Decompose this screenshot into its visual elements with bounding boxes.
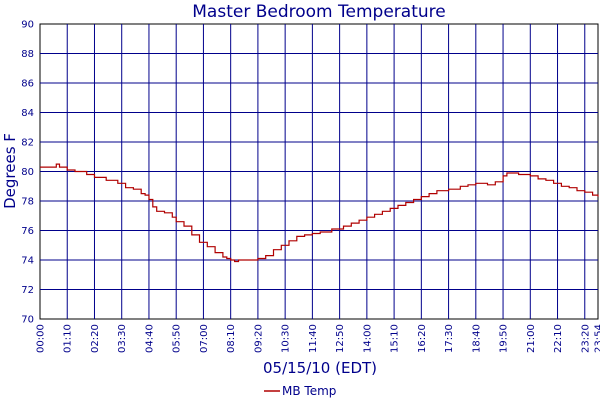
x-tick-label: 16:20: [417, 324, 428, 353]
x-tick-label: 22:10: [553, 324, 564, 353]
y-tick-label: 72: [21, 285, 34, 296]
x-tick-label: 23:54: [594, 324, 600, 353]
legend-label: MB Temp: [282, 384, 336, 398]
x-tick-label: 02:20: [90, 324, 101, 353]
x-tick-label: 03:30: [117, 324, 128, 353]
x-tick-label: 19:50: [499, 324, 510, 353]
y-tick-label: 80: [21, 167, 34, 178]
y-tick-label: 88: [21, 49, 34, 60]
y-tick-label: 78: [21, 197, 34, 208]
y-tick-label: 82: [21, 138, 34, 149]
y-tick-label: 70: [21, 315, 34, 326]
x-tick-label: 17:30: [444, 324, 455, 353]
chart-title: Master Bedroom Temperature: [192, 2, 445, 22]
x-tick-label: 12:50: [335, 324, 346, 353]
x-tick-label: 11:40: [308, 324, 319, 353]
tick-layer: 70 72 74 76 78 80 82 84 86 88 90 00:00 01:10 02:20 03:…: [21, 20, 600, 354]
y-tick-label: 90: [21, 20, 34, 31]
x-tick-label: 05:50: [172, 324, 183, 353]
x-tick-label: 23:20: [580, 324, 591, 353]
x-tick-label: 07:00: [199, 324, 210, 353]
series-layer: [40, 163, 599, 263]
x-tick-label: 21:00: [526, 324, 537, 353]
x-tick-label: 10:30: [281, 324, 292, 353]
x-tick-label: 04:40: [144, 324, 155, 353]
legend: MB Temp: [264, 384, 336, 398]
y-tick-label: 86: [21, 79, 34, 90]
x-tick-label: 14:00: [362, 324, 373, 353]
x-axis-label: 05/15/10 (EDT): [263, 359, 377, 377]
y-tick-label: 84: [21, 108, 34, 119]
x-tick-label: 15:10: [390, 324, 401, 353]
x-tick-label: 01:10: [63, 324, 74, 353]
y-tick-label: 76: [21, 226, 34, 237]
x-tick-label: 08:10: [226, 324, 237, 353]
x-tick-label: 00:00: [36, 324, 47, 353]
grid-layer: [40, 24, 598, 319]
series-line-mb-temp: [40, 163, 599, 263]
x-tick-label: 18:40: [471, 324, 482, 353]
y-tick-label: 74: [21, 256, 34, 267]
x-tick-label: 09:20: [253, 324, 264, 353]
y-axis-label: Degrees F: [1, 133, 19, 209]
